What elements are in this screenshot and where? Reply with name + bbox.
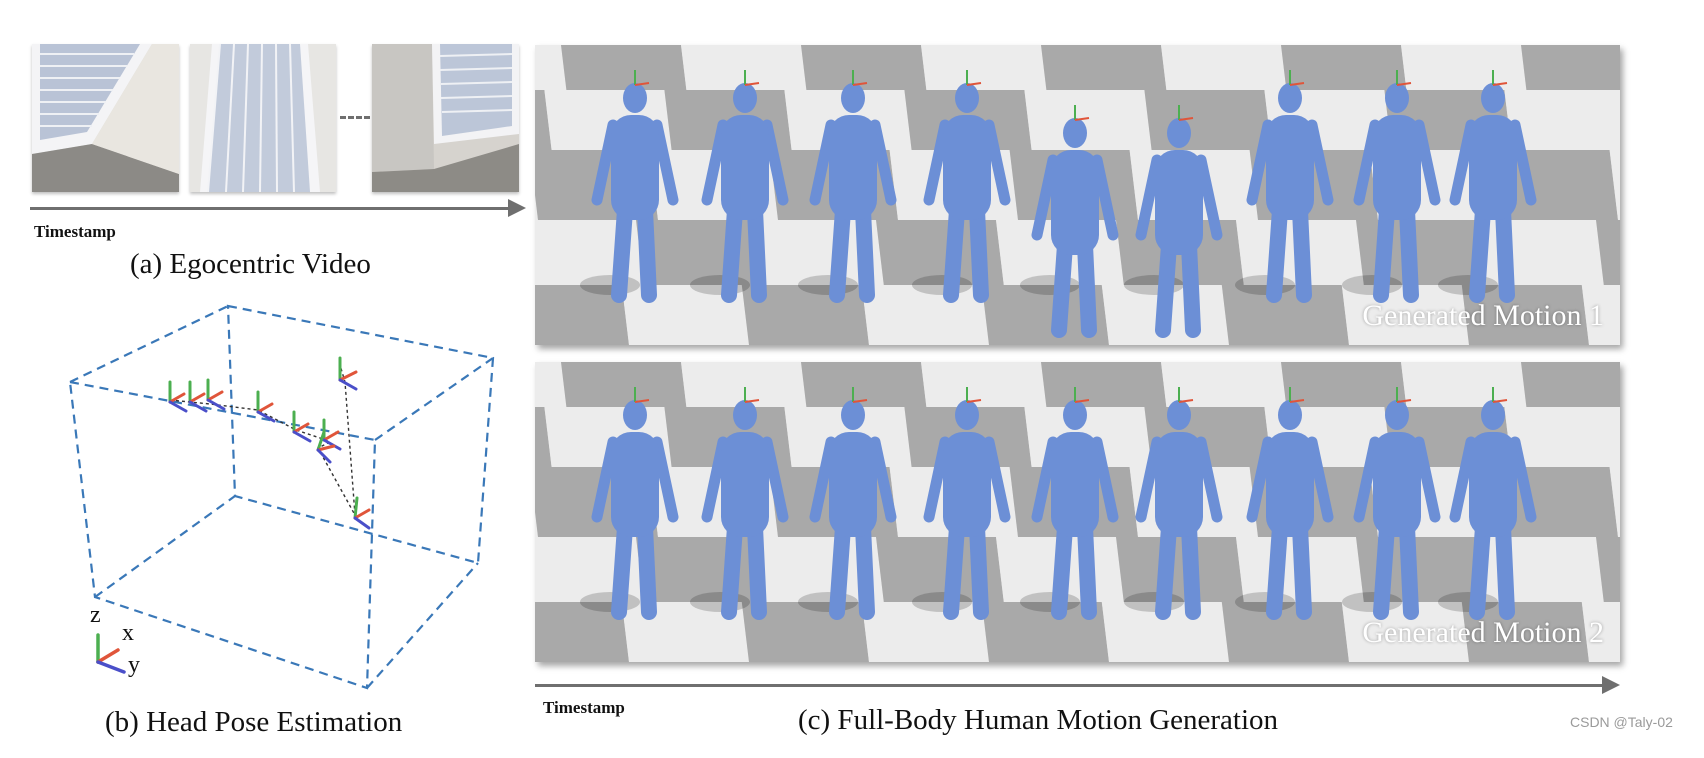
axis-label-z: z [90,602,101,628]
video-frame-1-image [32,44,179,192]
human-figure [1438,387,1537,620]
human-figure [580,387,679,620]
human-figure [690,70,789,303]
human-figure [798,387,897,620]
frames-ellipsis-dash [340,116,370,119]
video-frame-2-image [190,44,336,192]
human-figure [1235,70,1334,303]
axis-legend-triad [96,633,126,674]
human-figure [690,387,789,620]
motion-panel-1-render [535,45,1620,345]
caption-b: (b) Head Pose Estimation [105,706,403,738]
human-figure [1438,70,1537,303]
bounding-box [68,304,495,690]
timestamp-arrow-c-head [1602,676,1620,694]
video-frame-1 [32,44,179,192]
video-frame-2 [190,44,336,192]
head-trajectory [169,364,356,516]
human-figure [1235,387,1334,620]
motion-panel-2: Generated Motion 2 [535,362,1620,662]
caption-c: (c) Full-Body Human Motion Generation [798,704,1279,736]
human-figure [580,70,679,303]
human-figure [1124,387,1223,620]
axis-label-x: x [122,620,134,646]
motion-panel-1-label: Generated Motion 1 [1362,299,1604,332]
video-frame-3-image [372,44,519,192]
human-figure [912,387,1011,620]
motion-panel-2-label: Generated Motion 2 [1362,616,1604,649]
head-pose-diagram [68,304,495,690]
human-figure [1020,387,1119,620]
human-figure [1342,387,1441,620]
human-figure [1342,70,1441,303]
human-figure [912,70,1011,303]
pose-axes [168,356,371,530]
timestamp-label-c: Timestamp [543,698,625,717]
timestamp-arrow-c-line [535,684,1605,687]
motion-panel-2-render [535,362,1620,662]
timestamp-arrow-a-head [508,199,526,217]
watermark: CSDN @Taly-02 [1570,714,1673,730]
human-figure [1020,105,1119,338]
motion-panel-1: Generated Motion 1 [535,45,1620,345]
human-figure [798,70,897,303]
axis-label-y: y [128,652,140,678]
timestamp-label-a: Timestamp [34,222,116,241]
video-frame-3 [372,44,519,192]
human-figure [1124,105,1223,338]
caption-a: (a) Egocentric Video [130,248,371,280]
timestamp-arrow-a-line [30,207,510,210]
